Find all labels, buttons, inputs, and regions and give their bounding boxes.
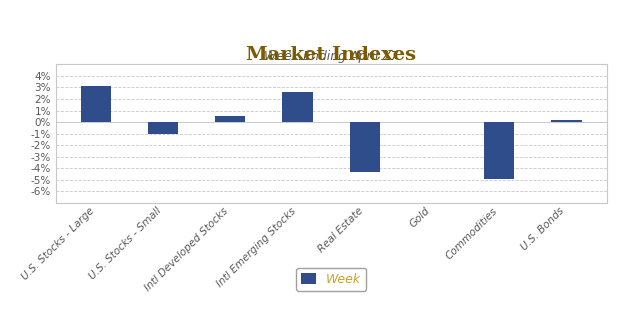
Bar bbox=[282, 91, 313, 122]
Text: Week Ending April 17: Week Ending April 17 bbox=[264, 50, 399, 63]
Bar bbox=[80, 86, 111, 122]
Title: Market Indexes: Market Indexes bbox=[246, 46, 416, 64]
Bar bbox=[350, 122, 380, 172]
Legend: Week: Week bbox=[296, 268, 366, 291]
Bar bbox=[552, 120, 582, 122]
Bar bbox=[484, 122, 514, 179]
Bar bbox=[148, 122, 178, 134]
Bar bbox=[215, 116, 246, 122]
